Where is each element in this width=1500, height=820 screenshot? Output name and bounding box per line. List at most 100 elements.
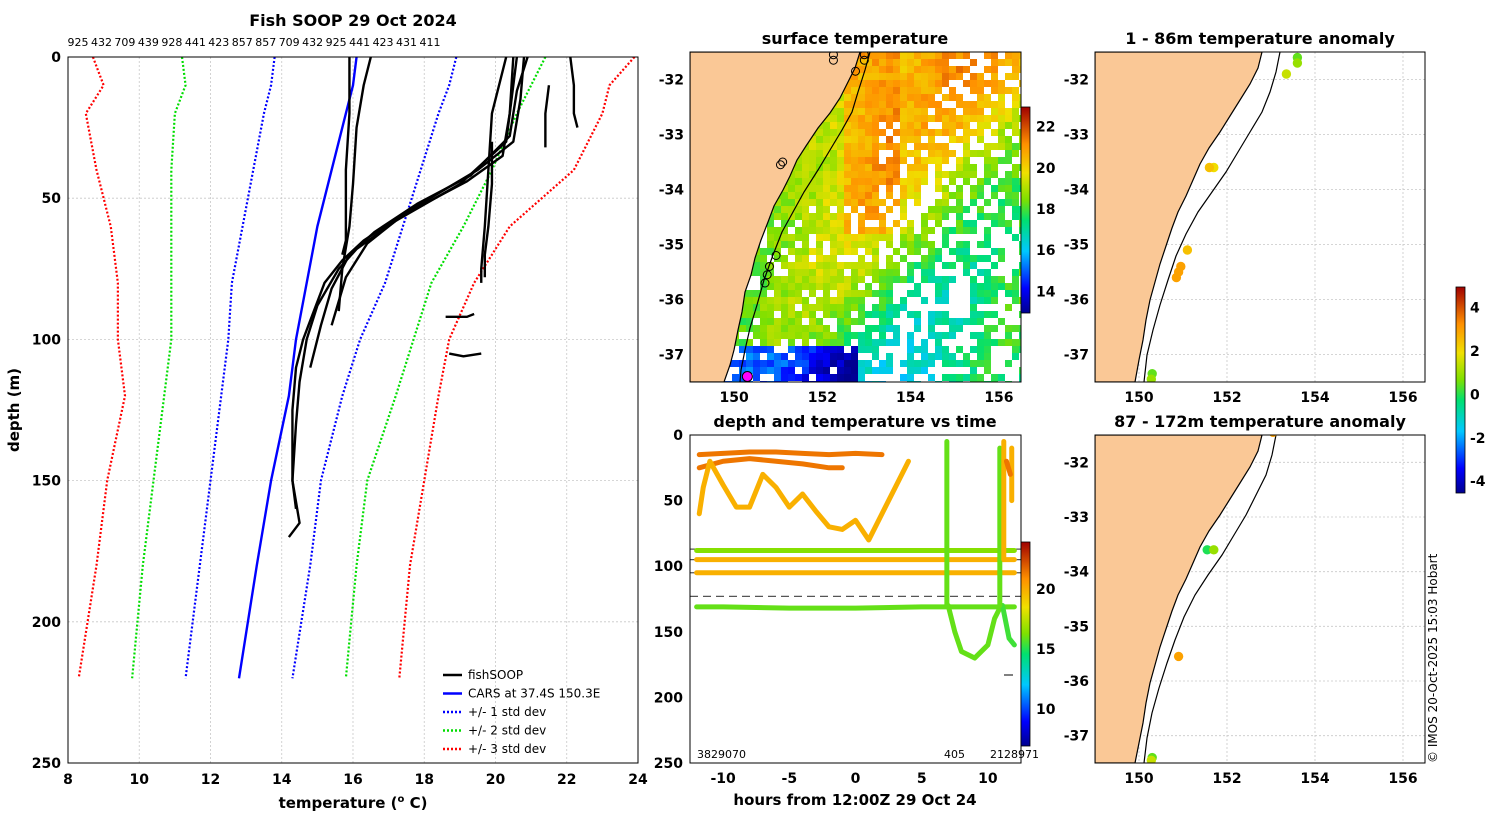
sst-cell: [907, 353, 914, 360]
sst-cell: [956, 73, 963, 80]
anomaly-colorbar-label: 2: [1470, 344, 1480, 360]
profile-top-id: 432: [302, 36, 323, 49]
sst-cell: [837, 185, 844, 192]
sst-cell: [823, 129, 830, 136]
sst-cell: [977, 290, 984, 297]
sst-cell: [1012, 52, 1019, 59]
sst-cell: [837, 122, 844, 129]
sst-cell: [963, 66, 970, 73]
sst-cell: [942, 234, 949, 241]
timeseries-xlabel: hours from 12:00Z 29 Oct 24: [733, 791, 976, 809]
sst-cell: [837, 101, 844, 108]
sst-station-marker: [828, 55, 838, 65]
fishsoop-profile-line: [483, 141, 494, 278]
sst-cell: [851, 304, 858, 311]
anom-shallow-point: [1182, 245, 1193, 255]
sst-cell: [921, 360, 928, 367]
sst-cell: [858, 164, 865, 171]
sst-cell: [830, 136, 837, 143]
sst-cell: [774, 290, 781, 297]
sst-cell: [991, 276, 998, 283]
sst-cell: [760, 346, 767, 353]
sst-cell: [788, 325, 795, 332]
sst-cell: [935, 52, 942, 59]
sst-cell: [977, 206, 984, 213]
sst-station-marker: [771, 251, 781, 260]
sst-cell: [935, 332, 942, 339]
sst-cell: [914, 192, 921, 199]
sst-cell: [963, 220, 970, 227]
sst-cell: [949, 108, 956, 115]
timeseries-title: depth and temperature vs time: [713, 412, 996, 431]
sst-cell: [795, 290, 802, 297]
sst-cell: [830, 213, 837, 220]
sst-land-shape: [690, 52, 861, 382]
sst-cell: [928, 248, 935, 255]
sst-cell: [886, 80, 893, 87]
sst-cell: [977, 108, 984, 115]
sst-cell: [837, 269, 844, 276]
sst-cell: [907, 80, 914, 87]
sst-cell: [816, 129, 823, 136]
cars-plus2-line: [344, 57, 547, 679]
sst-cell: [858, 346, 865, 353]
anom-shallow-ytick-label: -37: [1064, 348, 1089, 364]
sst-cell: [991, 59, 998, 66]
sst-cell: [984, 311, 991, 318]
sst-xtick-label: 154: [896, 390, 925, 406]
profile-top-id: 709: [279, 36, 300, 49]
sst-cell: [914, 101, 921, 108]
sst-cell: [830, 255, 837, 262]
sst-cell: [914, 122, 921, 129]
sst-cell: [900, 122, 907, 129]
sst-cell: [858, 262, 865, 269]
sst-cell: [928, 227, 935, 234]
sst-cell: [788, 367, 795, 374]
sst-cell: [991, 339, 998, 346]
sst-cell: [781, 262, 788, 269]
sst-cell: [900, 297, 907, 304]
sst-cell: [851, 234, 858, 241]
sst-cell: [865, 206, 872, 213]
sst-cell: [1012, 143, 1019, 150]
sst-cell: [956, 374, 963, 381]
sst-cell: [928, 325, 935, 332]
sst-cell: [921, 73, 928, 80]
sst-cell: [879, 304, 886, 311]
sst-cell: [949, 248, 956, 255]
sst-cell: [886, 353, 893, 360]
sst-cell: [921, 101, 928, 108]
sst-cell: [802, 157, 809, 164]
sst-cell: [1005, 220, 1012, 227]
sst-cell: [893, 115, 900, 122]
sst-cell: [816, 220, 823, 227]
sst-cell: [858, 360, 865, 367]
sst-cell: [893, 101, 900, 108]
sst-cell: [830, 129, 837, 136]
sst-cell: [963, 269, 970, 276]
profile-top-id: 925: [68, 36, 89, 49]
sst-cell: [991, 248, 998, 255]
sst-cell: [907, 136, 914, 143]
profile-top-ids: 925 432 709 439 928 441 423 857 857 709 432 925 441 4…: [68, 36, 441, 49]
sst-cell: [823, 220, 830, 227]
sst-cell: [774, 297, 781, 304]
profile-xtick-label: 14: [272, 772, 292, 788]
sst-cell: [781, 276, 788, 283]
sst-cell: [795, 164, 802, 171]
sst-cell: [984, 325, 991, 332]
sst-cell: [753, 360, 760, 367]
timeseries-colorbar-ticks: 10 15 20: [1036, 582, 1056, 718]
sst-cell: [816, 269, 823, 276]
sst-cell: [879, 171, 886, 178]
sst-cell: [991, 66, 998, 73]
sst-cell: [739, 339, 746, 346]
sst-cell: [1019, 185, 1021, 192]
sst-cell: [774, 304, 781, 311]
sst-cell: [900, 129, 907, 136]
sst-cell: [886, 101, 893, 108]
sst-cell: [872, 304, 879, 311]
sst-cell: [998, 220, 1005, 227]
sst-cell: [851, 262, 858, 269]
